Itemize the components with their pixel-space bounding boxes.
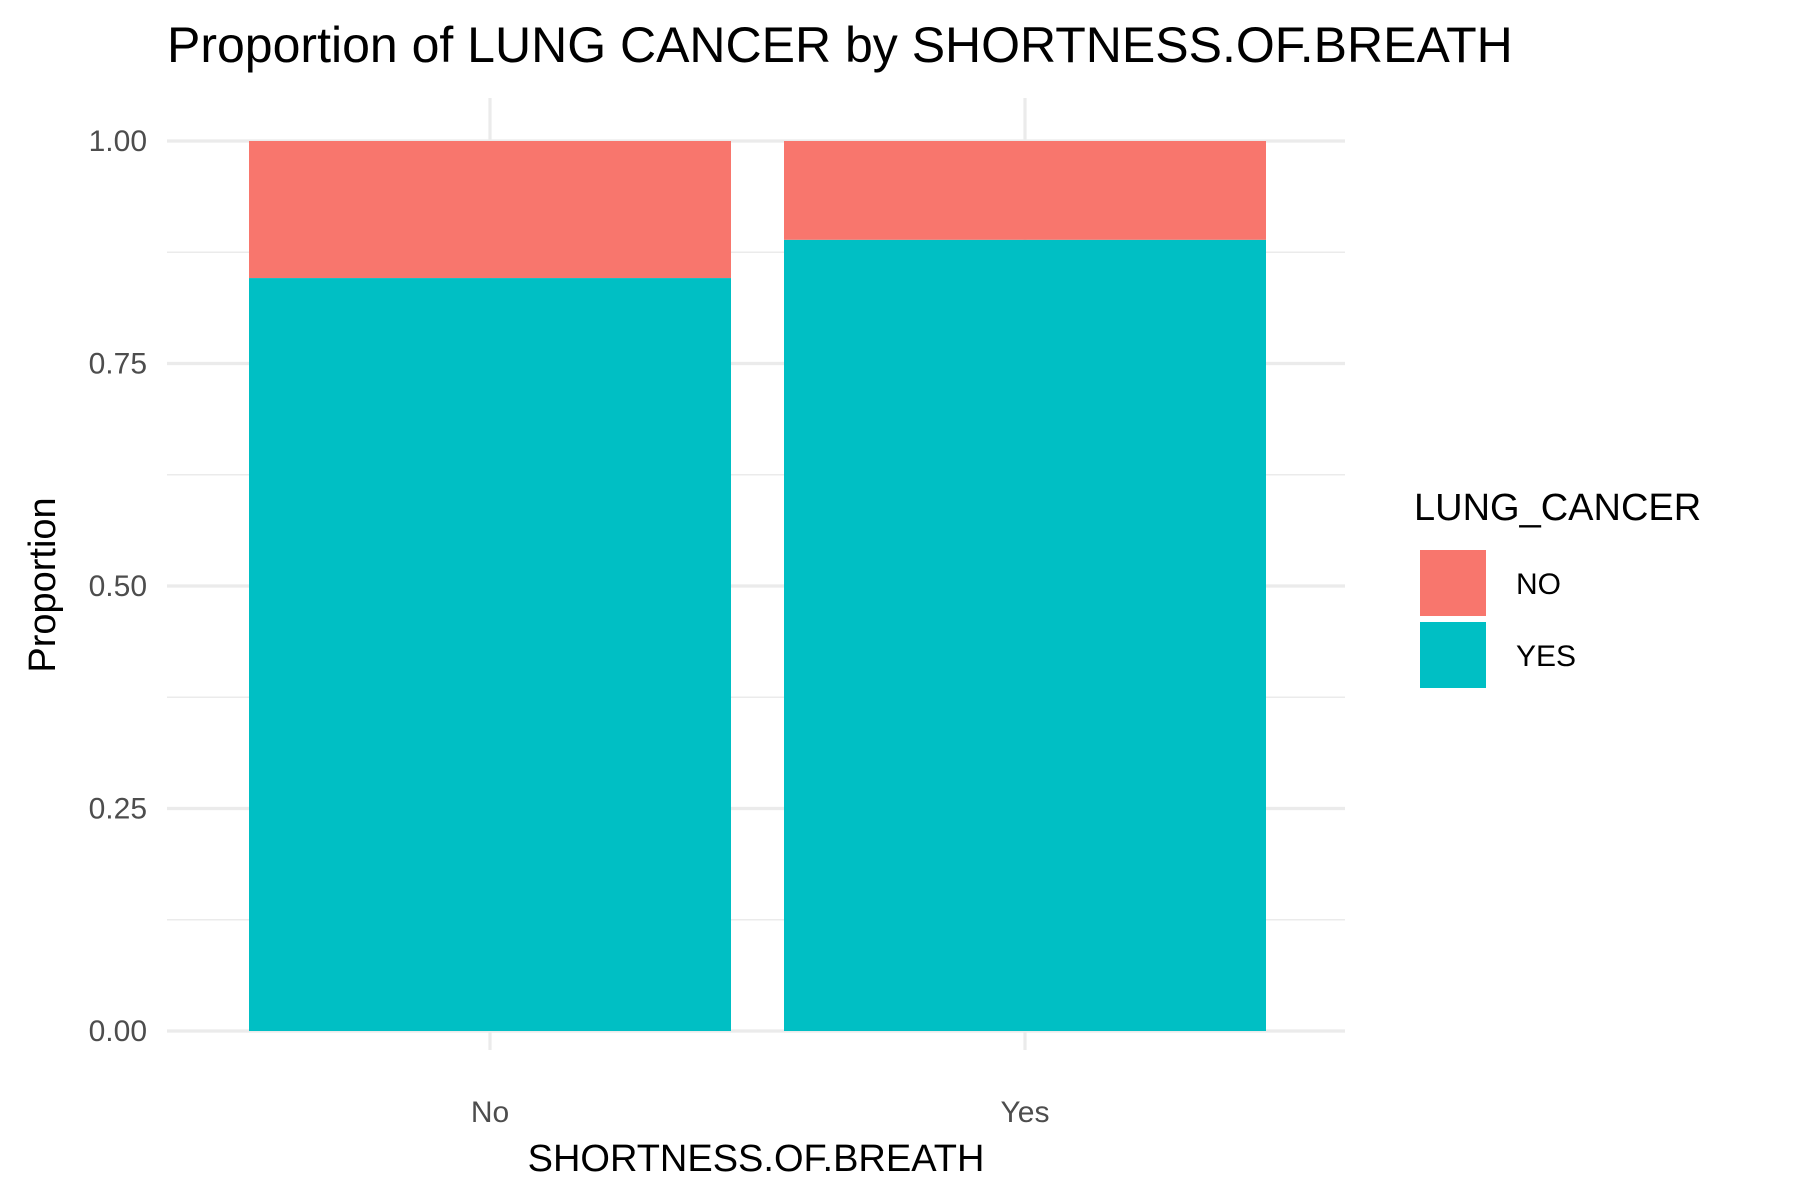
legend-key-no <box>1420 550 1486 616</box>
legend-label-no: NO <box>1516 568 1561 601</box>
legend-key-yes <box>1420 622 1486 688</box>
x-tick-label: Yes <box>1001 1096 1050 1129</box>
y-tick-label: 0.50 <box>89 570 147 603</box>
bar-no-yes <box>249 278 731 1031</box>
bar-yes-yes <box>784 239 1266 1032</box>
x-axis-ticks: No Yes <box>471 1096 1050 1129</box>
y-axis-ticks: 0.00 0.25 0.50 0.75 1.00 <box>89 125 147 1048</box>
bar-no-no <box>249 141 731 279</box>
legend-label-yes: YES <box>1516 640 1576 673</box>
y-tick-label: 0.00 <box>89 1015 147 1048</box>
x-tick-label: No <box>471 1096 509 1129</box>
legend-title: LUNG_CANCER <box>1414 487 1701 529</box>
x-axis-title: SHORTNESS.OF.BREATH <box>528 1138 985 1180</box>
bar-yes-no <box>784 141 1266 240</box>
bars <box>249 141 1266 1032</box>
y-tick-label: 0.25 <box>89 793 147 826</box>
y-tick-label: 1.00 <box>89 125 147 158</box>
chart-title: Proportion of LUNG CANCER by SHORTNESS.O… <box>167 17 1513 73</box>
legend: LUNG_CANCER NO YES <box>1414 487 1701 688</box>
y-tick-label: 0.75 <box>89 348 147 381</box>
y-axis-title: Proportion <box>22 497 64 672</box>
